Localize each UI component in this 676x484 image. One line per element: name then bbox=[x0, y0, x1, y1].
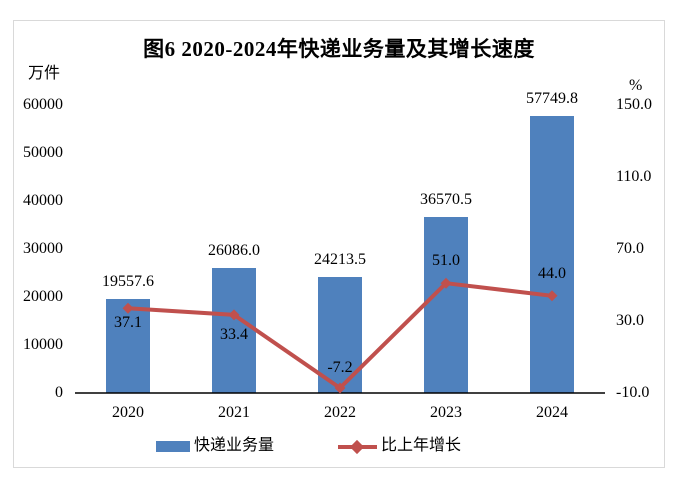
right-axis-tick-label: -10.0 bbox=[616, 384, 650, 401]
right-axis-tick-label: 70.0 bbox=[616, 240, 644, 257]
bar-value-label: 36570.5 bbox=[420, 191, 472, 209]
legend-bar-label: 快递业务量 bbox=[194, 437, 275, 454]
left-axis-tick-label: 0 bbox=[55, 384, 63, 401]
right-axis-unit: % bbox=[629, 77, 643, 94]
left-axis-tick-label: 60000 bbox=[23, 96, 63, 113]
growth-value-label: 33.4 bbox=[220, 325, 248, 343]
left-axis-tick-label: 10000 bbox=[23, 336, 63, 353]
bar-value-label: 19557.6 bbox=[102, 273, 154, 291]
left-axis-tick-label: 30000 bbox=[23, 240, 63, 257]
right-axis-tick-label: 150.0 bbox=[616, 96, 652, 113]
growth-value-label: 37.1 bbox=[114, 314, 142, 332]
bar-value-label: 24213.5 bbox=[314, 250, 366, 268]
x-axis-label: 2021 bbox=[218, 404, 250, 421]
left-axis-tick-label: 40000 bbox=[23, 192, 63, 209]
x-axis-label: 2020 bbox=[112, 404, 144, 421]
right-axis-tick-label: 30.0 bbox=[616, 312, 644, 329]
growth-value-label: 51.0 bbox=[432, 252, 460, 270]
bar bbox=[424, 217, 468, 393]
growth-value-label: -7.2 bbox=[327, 358, 353, 376]
bar bbox=[106, 299, 150, 393]
left-axis-unit: 万件 bbox=[28, 65, 61, 82]
growth-value-label: 44.0 bbox=[538, 264, 566, 282]
x-axis-label: 2023 bbox=[430, 404, 462, 421]
legend-bar-swatch bbox=[156, 441, 190, 452]
bar-value-label: 26086.0 bbox=[208, 241, 260, 259]
bar-value-label: 57749.8 bbox=[526, 89, 578, 107]
left-axis-tick-label: 50000 bbox=[23, 144, 63, 161]
chart-title: 图6 2020-2024年快递业务量及其增长速度 bbox=[143, 37, 535, 61]
right-axis-tick-label: 110.0 bbox=[616, 168, 652, 185]
bar bbox=[530, 115, 574, 393]
x-axis-label: 2022 bbox=[324, 404, 356, 421]
legend-line-label: 比上年增长 bbox=[381, 437, 462, 454]
left-axis-tick-label: 20000 bbox=[23, 288, 63, 305]
x-axis-label: 2024 bbox=[536, 404, 568, 421]
